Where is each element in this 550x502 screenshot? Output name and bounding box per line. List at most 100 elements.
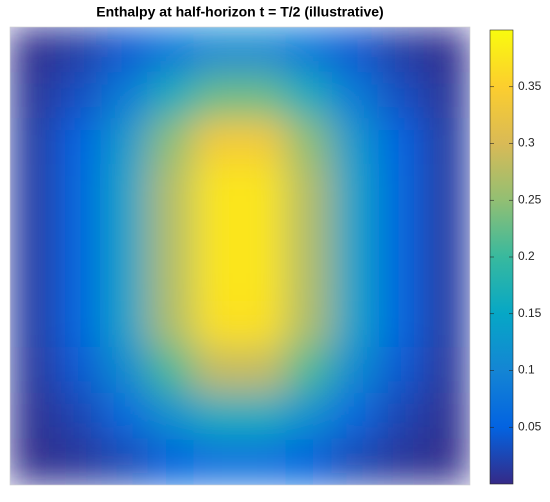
heatmap-cell — [147, 163, 195, 211]
heatmap-cell — [193, 255, 241, 303]
heatmap-cell — [285, 209, 333, 257]
heatmap-cell — [55, 72, 103, 120]
heatmap-cell — [10, 209, 57, 257]
heatmap-cell — [423, 392, 470, 440]
colorbar-tick-label: 0.3 — [518, 136, 535, 150]
heatmap-cell — [239, 27, 287, 74]
heatmap-cell — [331, 438, 379, 485]
heatmap-cell — [377, 392, 425, 440]
heatmap-cell — [285, 255, 333, 303]
heatmap-cell — [55, 301, 103, 349]
heatmap-cell — [55, 163, 103, 211]
heatmap-cell — [331, 209, 379, 257]
heatmap-cell — [423, 118, 470, 165]
heatmap-cell — [331, 27, 379, 74]
heatmap-cell — [10, 392, 57, 440]
heatmap-cell — [101, 209, 149, 257]
heatmap-cell — [423, 209, 470, 257]
heatmap-cell — [377, 209, 425, 257]
heatmap-cell — [331, 347, 379, 394]
heatmap-cell — [239, 438, 287, 485]
heatmap-cell — [147, 255, 195, 303]
heatmap-cell — [377, 27, 425, 74]
heatmap-cell — [147, 209, 195, 257]
heatmap-cell — [239, 301, 287, 349]
heatmap-cell — [147, 347, 195, 394]
heatmap-cell — [55, 27, 103, 74]
heatmap-cell — [147, 301, 195, 349]
heatmap-cell — [423, 301, 470, 349]
heatmap-cell — [331, 163, 379, 211]
heatmap-cell — [239, 72, 287, 120]
heatmap-cell — [423, 347, 470, 394]
heatmap-cell — [285, 347, 333, 394]
colorbar-tick-label: 0.25 — [518, 192, 542, 206]
heatmap-cell — [331, 392, 379, 440]
heatmap-cell — [239, 347, 287, 394]
heatmap-cell — [55, 392, 103, 440]
heatmap-cell — [147, 118, 195, 165]
heatmap-cell — [285, 163, 333, 211]
heatmap-cell — [423, 27, 470, 74]
heatmap-cell — [193, 392, 241, 440]
heatmap-cell — [285, 72, 333, 120]
chart-title: Enthalpy at half-horizon t = T/2 (illust… — [96, 4, 383, 20]
colorbar-tick-label: 0.15 — [518, 306, 542, 320]
heatmap-cell — [193, 438, 241, 485]
heatmap-cell — [239, 163, 287, 211]
heatmap-cell — [101, 255, 149, 303]
colorbar-tick-label: 0.1 — [518, 363, 535, 377]
heatmap-cell — [193, 72, 241, 120]
heatmap-cell — [10, 438, 57, 485]
heatmap-cell — [101, 438, 149, 485]
heatmap-cell — [55, 347, 103, 394]
heatmap-cell — [147, 72, 195, 120]
heatmap-cell — [377, 255, 425, 303]
heatmap-cell — [239, 392, 287, 440]
heatmap-cell — [10, 347, 57, 394]
heatmap-cell — [10, 118, 57, 165]
heatmap-cell — [55, 118, 103, 165]
heatmap-cell — [331, 255, 379, 303]
heatmap-cell — [55, 438, 103, 485]
heatmap-cell — [10, 72, 57, 120]
heatmap-cell — [377, 347, 425, 394]
heatmap-cell — [10, 301, 57, 349]
heatmap-cell — [55, 255, 103, 303]
colorbar-tick-label: 0.2 — [518, 249, 535, 263]
heatmap-cell — [147, 438, 195, 485]
heatmap-cell — [331, 118, 379, 165]
heatmap-cell — [239, 255, 287, 303]
heatmap-cell — [10, 255, 57, 303]
heatmap-cell — [423, 72, 470, 120]
heatmap-cell — [377, 118, 425, 165]
heatmap-cell — [285, 27, 333, 74]
heatmap-cell — [423, 163, 470, 211]
heatmap-cell — [377, 301, 425, 349]
heatmap-cell — [101, 301, 149, 349]
heatmap-cell — [55, 209, 103, 257]
heatmap-cell — [193, 27, 241, 74]
colorbar-tick-label: 0.05 — [518, 419, 542, 433]
heatmap-cell — [193, 301, 241, 349]
heatmap-cell — [377, 72, 425, 120]
heatmap-cell — [377, 163, 425, 211]
heatmap-cell — [423, 438, 470, 485]
heatmap-cell — [101, 392, 149, 440]
heatmap-clip — [10, 27, 470, 485]
heatmap-cell — [147, 392, 195, 440]
heatmap-cell — [101, 118, 149, 165]
heatmap-cell — [101, 163, 149, 211]
heatmap-cell — [239, 118, 287, 165]
heatmap-cell — [101, 347, 149, 394]
heatmap-cell — [10, 163, 57, 211]
heatmap-cell — [331, 72, 379, 120]
heatmap-cell — [101, 72, 149, 120]
colorbar-tick-label: 0.35 — [518, 79, 542, 93]
heatmap-cell — [193, 209, 241, 257]
heatmap-cell — [285, 301, 333, 349]
heatmap-cell — [193, 163, 241, 211]
heatmap-cell — [285, 438, 333, 485]
heatmap-cell — [101, 27, 149, 74]
